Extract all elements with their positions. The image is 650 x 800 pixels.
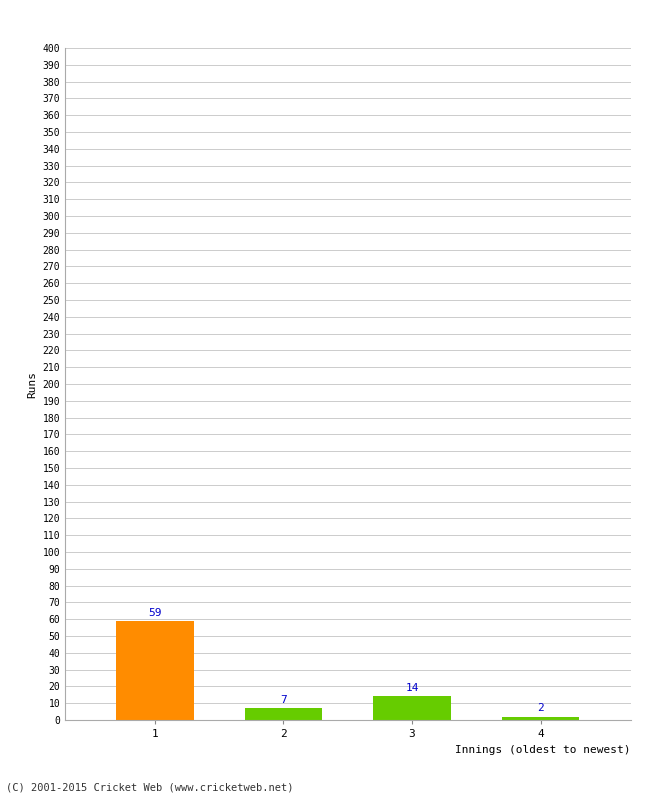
Text: 14: 14 xyxy=(405,683,419,693)
Text: 59: 59 xyxy=(148,607,162,618)
Bar xyxy=(245,708,322,720)
Text: (C) 2001-2015 Cricket Web (www.cricketweb.net): (C) 2001-2015 Cricket Web (www.cricketwe… xyxy=(6,782,294,792)
Bar xyxy=(502,717,579,720)
Text: 2: 2 xyxy=(537,703,544,714)
Y-axis label: Runs: Runs xyxy=(27,370,37,398)
Text: 7: 7 xyxy=(280,695,287,705)
Bar xyxy=(116,621,194,720)
X-axis label: Innings (oldest to newest): Innings (oldest to newest) xyxy=(455,745,630,754)
Bar xyxy=(374,697,450,720)
